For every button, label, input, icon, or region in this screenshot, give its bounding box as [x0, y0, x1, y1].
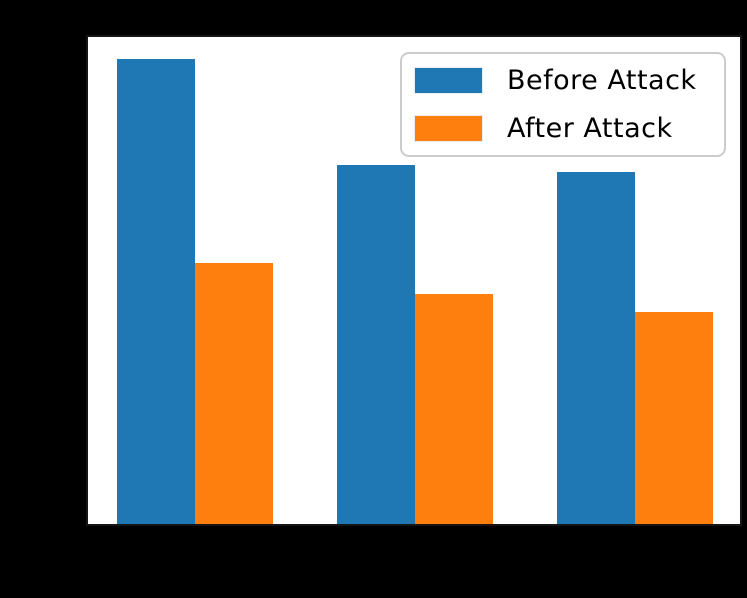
legend-label-after-attack: After Attack	[507, 112, 673, 144]
legend-swatch-after-attack	[414, 114, 483, 142]
bar-before-attack-group-1	[117, 59, 195, 524]
legend-swatch-before-attack	[414, 67, 483, 95]
plot-area: Before Attack After Attack	[86, 35, 742, 526]
bar-after-attack-group-1	[195, 263, 273, 524]
legend-label-before-attack: Before Attack	[507, 65, 697, 97]
bar-after-attack-group-3	[635, 312, 713, 524]
legend: Before Attack After Attack	[400, 52, 726, 157]
legend-row-after-attack: After Attack	[414, 112, 711, 146]
legend-row-before-attack: Before Attack	[414, 64, 711, 98]
bar-before-attack-group-2	[337, 165, 415, 524]
bar-before-attack-group-3	[557, 172, 635, 524]
bar-after-attack-group-2	[415, 294, 493, 524]
